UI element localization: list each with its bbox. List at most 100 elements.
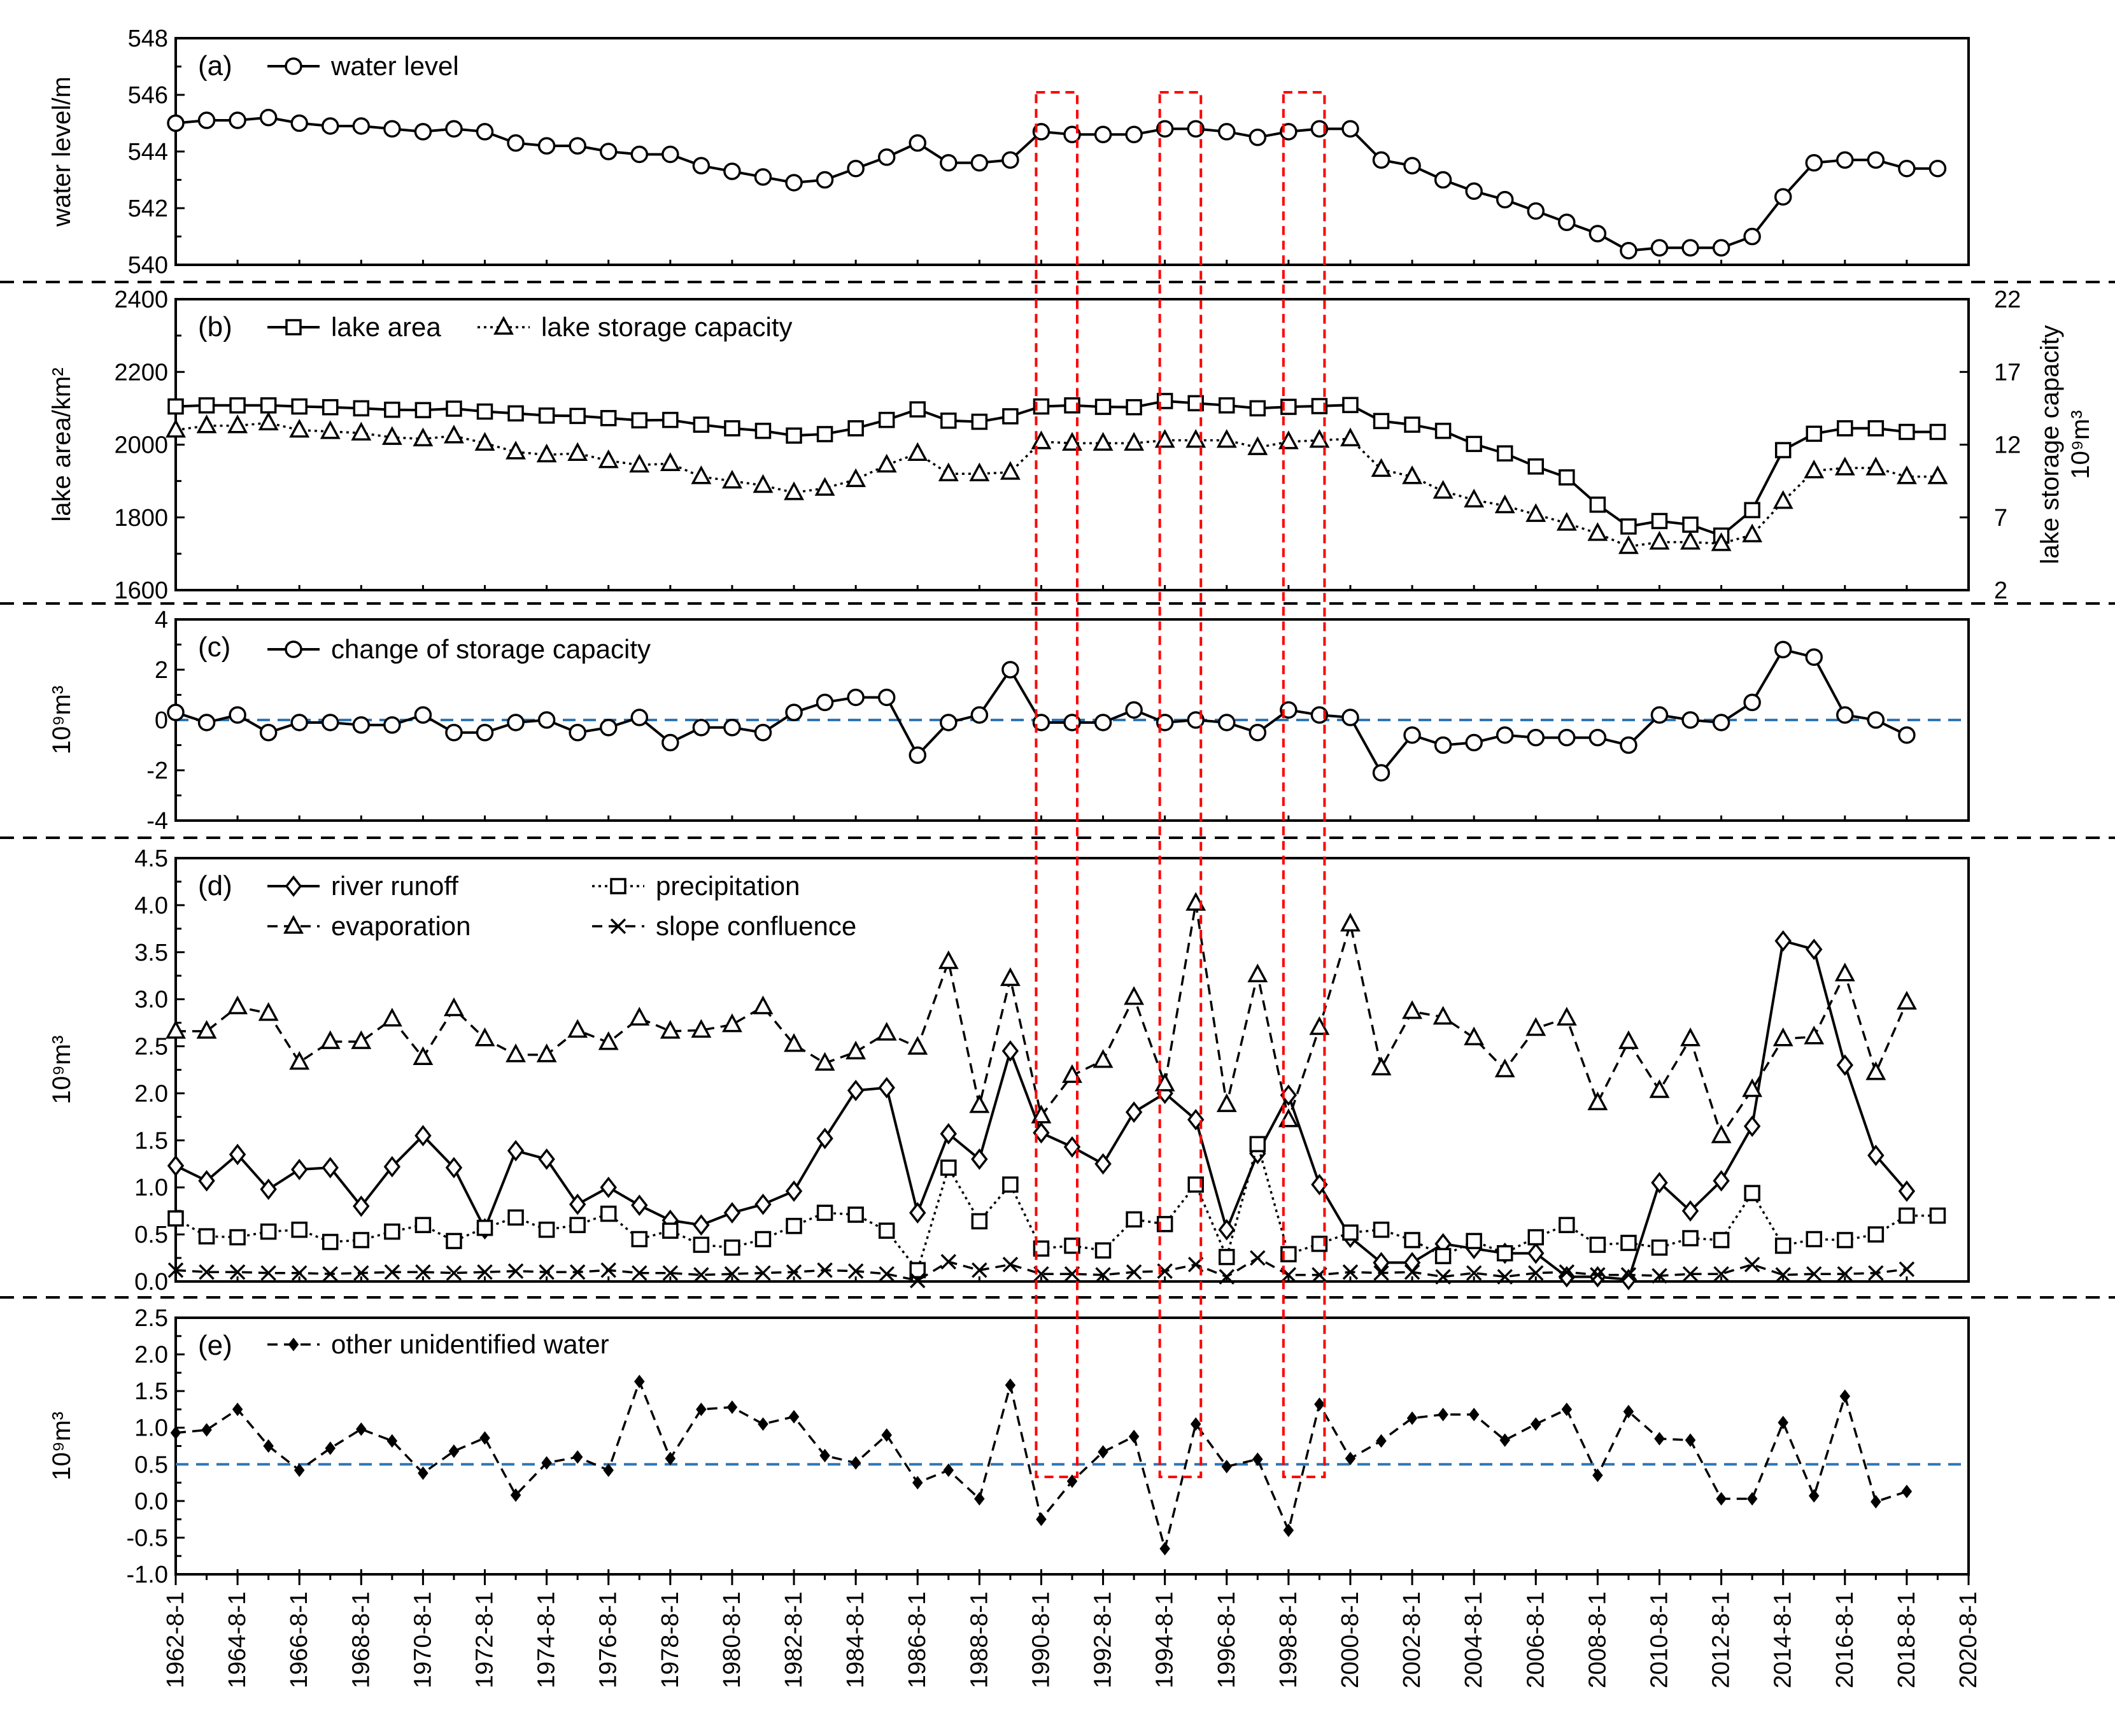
lake-area-series: [167, 393, 1946, 544]
change-of-storage-capacity-point: [630, 709, 649, 726]
precipitation-point: [909, 1262, 926, 1279]
lake-area-point: [1867, 420, 1885, 437]
water-level-point: [970, 154, 989, 172]
precipitation-point: [1434, 1248, 1452, 1264]
evaporation-point: [629, 1006, 650, 1026]
river-runoff-point: [600, 1176, 617, 1199]
lake-area-point: [1002, 408, 1019, 425]
y-tick-label: 542: [128, 195, 168, 222]
slope-confluence-point: [755, 1265, 771, 1281]
evaporation-point: [1124, 986, 1145, 1005]
river-runoff-legend-label: river runoff: [331, 871, 458, 901]
precipitation-point: [229, 1229, 246, 1246]
water-level-point: [414, 123, 432, 141]
precipitation-point: [446, 1232, 462, 1250]
slope-confluence-point: [1837, 1266, 1853, 1282]
water-level-point: [507, 134, 525, 152]
change-of-storage-capacity-point: [569, 724, 586, 742]
lake-area-point: [1589, 497, 1606, 513]
change-of-storage-capacity-point: [1094, 714, 1112, 731]
change-of-storage-capacity-point: [1496, 726, 1514, 744]
change-of-storage-capacity-point: [1001, 661, 1019, 679]
precipitation-point: [507, 1209, 524, 1226]
river-runoff-point: [198, 1170, 215, 1192]
slope-confluence-point: [786, 1264, 802, 1280]
lake-area-point: [1837, 420, 1853, 437]
other-unidentified-water-point: [1406, 1411, 1418, 1425]
change-of-storage-capacity-point: [1434, 736, 1452, 754]
river-runoff-point: [538, 1148, 555, 1170]
slope-confluence-point: [1342, 1264, 1359, 1280]
y-tick-label: 4.5: [134, 845, 168, 872]
slope-confluence-point: [847, 1263, 864, 1279]
slope-confluence-point: [1899, 1261, 1915, 1278]
lake-storage-capacity-point: [721, 469, 742, 489]
change-of-storage-capacity-point: [383, 716, 401, 734]
lake-storage-capacity-point: [1587, 522, 1608, 541]
y-tick-label: 1.5: [134, 1378, 168, 1405]
evaporation-point: [938, 950, 959, 970]
x-tick-label: 1988-8-1: [966, 1591, 993, 1688]
precipitation-point: [353, 1232, 370, 1248]
river-runoff-point: [1218, 1218, 1235, 1241]
lake-storage-capacity-point: [753, 474, 774, 493]
lake-area-point: [446, 400, 462, 417]
x-tick-label: 1994-8-1: [1152, 1591, 1178, 1688]
evaporation-point: [351, 1030, 372, 1049]
lake-storage-capacity-legend-label: lake storage capacity: [541, 312, 793, 342]
slope-confluence-point: [1620, 1267, 1637, 1283]
precipitation-point: [724, 1239, 740, 1256]
precipitation-point: [198, 1228, 215, 1245]
y-right-tick-label: 2: [1994, 577, 2007, 604]
lake-storage-capacity-point: [1062, 432, 1082, 451]
y-tick-label: 0: [155, 707, 168, 734]
other-unidentified-water-point: [479, 1431, 490, 1445]
precipitation-point: [1496, 1245, 1513, 1262]
other-unidentified-water-point: [325, 1441, 336, 1455]
change-of-storage-capacity-point: [1218, 714, 1236, 731]
lake-storage-capacity-line: [175, 421, 1938, 548]
precipitation-point: [1404, 1232, 1420, 1248]
water-level-point: [754, 168, 772, 186]
precipitation-point: [1156, 1216, 1173, 1232]
other-unidentified-water-point: [1283, 1523, 1294, 1537]
change-of-storage-capacity-point: [970, 706, 989, 724]
other-unidentified-water-point: [788, 1409, 800, 1424]
x-tick-label: 1978-8-1: [657, 1591, 684, 1688]
lake-storage-capacity-point: [969, 462, 990, 481]
lake-storage-capacity-point: [1402, 465, 1423, 484]
y-tick-label: 546: [128, 82, 168, 109]
y-tick-label: 1.0: [134, 1175, 168, 1201]
slope-confluence-point: [229, 1264, 246, 1280]
water-level-point: [537, 137, 556, 155]
precipitation-point: [1744, 1185, 1760, 1201]
other-unidentified-water-point: [572, 1450, 583, 1464]
lake-area-point: [198, 397, 215, 414]
river-runoff-point: [1713, 1170, 1730, 1192]
change-of-storage-capacity-point: [692, 719, 711, 737]
evaporation-point: [1804, 1026, 1825, 1045]
lake-area-point: [909, 401, 926, 418]
water-level-legend-marker: [285, 57, 302, 75]
other-unidentified-water-point: [448, 1444, 460, 1458]
precipitation-point: [384, 1223, 400, 1240]
panel-label: (a): [198, 50, 232, 81]
precipitation-point: [476, 1220, 493, 1236]
river-runoff-point: [1651, 1172, 1668, 1194]
river-runoff-point: [940, 1123, 958, 1145]
x-tick-label: 1990-8-1: [1028, 1591, 1054, 1688]
river-runoff-point: [1527, 1242, 1545, 1264]
lake-area-point: [940, 413, 957, 429]
other-unidentified-water-point: [1623, 1404, 1634, 1419]
slope-confluence-point: [569, 1264, 586, 1280]
precipitation-series: [167, 1136, 1946, 1279]
x-tick-label: 2002-8-1: [1399, 1591, 1425, 1688]
lake-storage-capacity-point: [506, 441, 527, 460]
other-unidentified-water-point: [386, 1434, 398, 1448]
y-tick-label: 0.5: [134, 1451, 168, 1478]
lake-area-point: [1094, 399, 1112, 415]
lake-area-line: [175, 399, 1938, 537]
change-of-storage-capacity-point: [661, 733, 679, 752]
lake-storage-capacity-point: [1371, 458, 1392, 477]
